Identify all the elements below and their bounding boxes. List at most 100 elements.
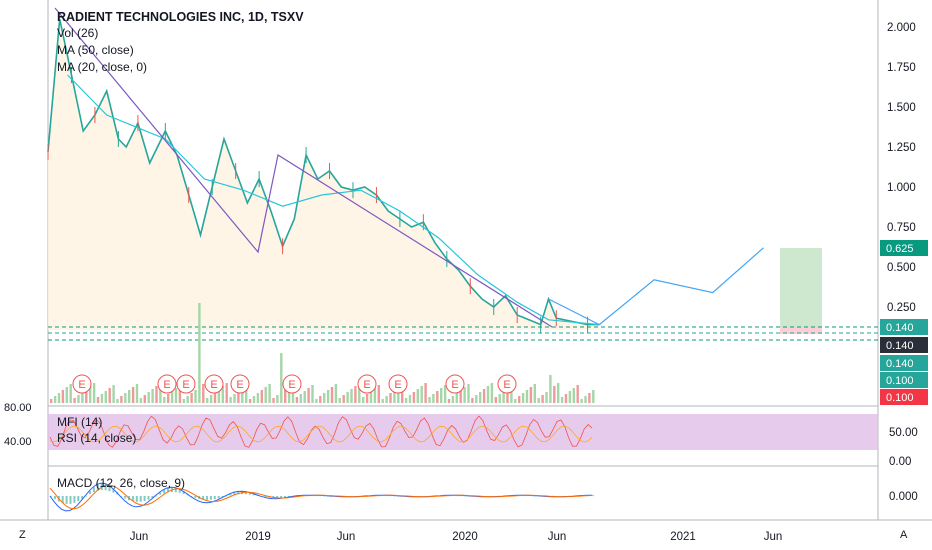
legend-macd: MACD (12, 26, close, 9) [57, 476, 186, 490]
macd-histogram-bar [245, 491, 247, 495]
volume-bar [459, 390, 462, 403]
macd-histogram-bar [182, 490, 185, 494]
volume-bar [128, 390, 131, 403]
price-axis-tick: 2.000 [887, 22, 916, 34]
volume-bar [338, 398, 341, 403]
volume-bar [100, 394, 104, 403]
auto-scale-button[interactable]: A [900, 529, 908, 541]
target-zone [780, 248, 822, 327]
volume-bar [350, 389, 353, 403]
volume-bar [85, 389, 88, 403]
earnings-marker [230, 374, 250, 394]
volume-bar [61, 390, 65, 403]
macd-histogram-bar [151, 496, 154, 499]
macd-signal-line [49, 484, 593, 510]
macd-histogram-bar [592, 495, 595, 497]
volume-bar [268, 384, 271, 403]
volume-bar [471, 398, 474, 403]
volume-bar [576, 385, 579, 403]
volume-bar [326, 390, 330, 403]
earnings-marker [445, 374, 465, 394]
price-tag-label: 0.625 [886, 243, 914, 255]
volume-bar [57, 393, 61, 403]
macd-histogram-bar [264, 496, 267, 498]
volume-bar [248, 399, 252, 403]
volume-bar [568, 391, 572, 403]
volume-bar [311, 385, 314, 403]
volume-bar [572, 388, 575, 403]
volume-bar [529, 387, 533, 403]
volume-bar [557, 383, 560, 403]
earnings-marker [388, 374, 408, 394]
macd-histogram-bar [73, 496, 76, 503]
volume-bar [225, 383, 228, 403]
volume-bar [89, 386, 92, 403]
volume-bar [475, 395, 478, 403]
volume-bar [241, 388, 244, 403]
volume-bar [537, 398, 540, 403]
volume-bar [362, 397, 365, 403]
mfi-axis-tick: 50.00 [889, 427, 918, 439]
macd-histogram-bar [81, 496, 84, 499]
macd-histogram-bar [100, 483, 103, 491]
volume-bar [549, 375, 552, 403]
macd-histogram-bar [104, 483, 107, 491]
volume-bar [116, 399, 119, 403]
timezone-button[interactable]: Z [19, 529, 26, 541]
volume-bar [112, 385, 115, 403]
volume-bar [272, 398, 275, 403]
volume-bar [233, 394, 236, 403]
volume-bar [163, 397, 166, 403]
volume-bar [502, 391, 505, 403]
volume-bar [514, 399, 517, 403]
macd-histogram-bar [112, 488, 115, 493]
volume-bar [256, 393, 260, 403]
volume-bar [284, 389, 287, 403]
volume-bar [342, 395, 345, 403]
time-axis-tick: 2021 [670, 531, 696, 543]
volume-bar [486, 386, 490, 403]
volume-bar [194, 390, 197, 403]
macd-histogram-bar [85, 495, 88, 497]
macd-histogram-bar [194, 496, 197, 498]
volume-bar [330, 387, 334, 403]
price-tag [880, 355, 928, 371]
macd-histogram-bar [217, 496, 220, 499]
volume-bar [299, 394, 302, 403]
price-axis-tick: 1.000 [887, 182, 916, 194]
macd-histogram-bar [131, 496, 134, 502]
price-axis-tick: 1.250 [887, 142, 916, 154]
price-area-fill [48, 19, 600, 330]
volume-bar [307, 388, 310, 403]
volume-bar [81, 392, 84, 403]
wave-segment [548, 298, 600, 326]
price-tag-label: 0.100 [886, 375, 914, 387]
macd-histogram-bar [202, 496, 205, 500]
volume-bar [53, 396, 57, 403]
macd-histogram-bar [213, 496, 216, 500]
volume-bar [124, 393, 127, 403]
macd-histogram-bar [53, 496, 56, 500]
price-tag-label: 0.100 [886, 392, 914, 404]
volume-bar [334, 384, 338, 403]
macd-histogram-bar [143, 496, 146, 501]
time-axis-tick: Jun [764, 531, 783, 543]
earnings-marker [497, 374, 517, 394]
volume-bar [252, 396, 256, 403]
time-axis-tick: Jun [337, 531, 356, 543]
legend-ma-50: MA (50, close) [57, 43, 134, 57]
volume-bar [280, 353, 283, 403]
volume-bar [209, 395, 213, 403]
legend-rsi: RSI (14, close) [57, 431, 137, 445]
macd-histogram-bar [65, 496, 68, 504]
volume-bar [404, 398, 408, 403]
volume-bar [190, 393, 193, 403]
volume-bar [151, 389, 154, 403]
volume-bar [303, 391, 306, 403]
macd-histogram-bar [69, 496, 72, 504]
price-tag [880, 372, 928, 388]
volume-bar [506, 388, 509, 403]
volume-bar [221, 386, 224, 403]
price-tag [880, 319, 928, 335]
